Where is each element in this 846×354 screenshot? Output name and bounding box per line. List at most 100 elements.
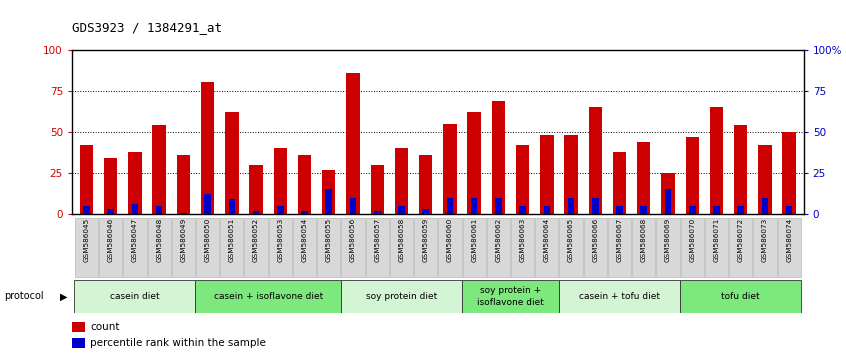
Bar: [589, 107, 602, 214]
Text: GSM586072: GSM586072: [738, 218, 744, 262]
Bar: [277, 206, 283, 214]
FancyBboxPatch shape: [656, 218, 679, 277]
Bar: [783, 132, 796, 214]
FancyBboxPatch shape: [220, 218, 244, 277]
Text: GSM586048: GSM586048: [157, 218, 162, 262]
Text: GSM586053: GSM586053: [277, 218, 283, 262]
Bar: [346, 73, 360, 214]
Text: GSM586073: GSM586073: [762, 218, 768, 262]
Bar: [298, 155, 311, 214]
Text: GSM586060: GSM586060: [447, 218, 453, 262]
FancyBboxPatch shape: [365, 218, 389, 277]
Bar: [107, 209, 114, 214]
FancyBboxPatch shape: [608, 218, 631, 277]
Bar: [447, 198, 453, 214]
Text: GSM586068: GSM586068: [640, 218, 647, 262]
FancyBboxPatch shape: [486, 218, 510, 277]
Text: GSM586051: GSM586051: [228, 218, 235, 262]
Bar: [374, 211, 381, 214]
FancyBboxPatch shape: [559, 280, 680, 313]
Text: GSM586063: GSM586063: [519, 218, 525, 262]
FancyBboxPatch shape: [463, 218, 486, 277]
Bar: [713, 206, 720, 214]
FancyBboxPatch shape: [536, 218, 558, 277]
Text: GSM586074: GSM586074: [786, 218, 792, 262]
Text: casein diet: casein diet: [110, 292, 160, 301]
Bar: [592, 198, 599, 214]
FancyBboxPatch shape: [705, 218, 728, 277]
Bar: [83, 206, 90, 214]
Bar: [613, 152, 626, 214]
Text: GSM586050: GSM586050: [205, 218, 211, 262]
Bar: [443, 124, 457, 214]
Bar: [104, 158, 118, 214]
Bar: [640, 206, 647, 214]
FancyBboxPatch shape: [317, 218, 340, 277]
Bar: [371, 165, 384, 214]
Bar: [637, 142, 651, 214]
Bar: [398, 206, 404, 214]
Text: GSM586059: GSM586059: [423, 218, 429, 262]
Text: GSM586061: GSM586061: [471, 218, 477, 262]
Text: protocol: protocol: [4, 291, 44, 302]
Bar: [419, 155, 432, 214]
Text: GSM586071: GSM586071: [713, 218, 719, 262]
Bar: [132, 204, 138, 214]
Text: casein + isoflavone diet: casein + isoflavone diet: [213, 292, 323, 301]
Text: count: count: [91, 322, 119, 332]
Bar: [471, 198, 477, 214]
Bar: [710, 107, 723, 214]
Text: GSM586062: GSM586062: [496, 218, 502, 262]
Bar: [322, 170, 335, 214]
FancyBboxPatch shape: [342, 218, 365, 277]
Bar: [492, 101, 505, 214]
Bar: [761, 198, 768, 214]
Bar: [250, 165, 263, 214]
Text: GSM586045: GSM586045: [84, 218, 90, 262]
Bar: [129, 152, 141, 214]
Bar: [180, 212, 187, 214]
FancyBboxPatch shape: [293, 218, 316, 277]
FancyBboxPatch shape: [559, 218, 583, 277]
Text: GSM586064: GSM586064: [544, 218, 550, 262]
FancyBboxPatch shape: [438, 218, 462, 277]
Bar: [225, 112, 239, 214]
Bar: [301, 211, 308, 214]
Bar: [80, 145, 93, 214]
Text: casein + tofu diet: casein + tofu diet: [579, 292, 660, 301]
Text: GSM586065: GSM586065: [568, 218, 574, 262]
Bar: [568, 198, 574, 214]
Bar: [495, 198, 502, 214]
Bar: [616, 206, 623, 214]
FancyBboxPatch shape: [584, 218, 607, 277]
Bar: [273, 148, 287, 214]
Bar: [326, 189, 332, 214]
FancyBboxPatch shape: [341, 280, 462, 313]
FancyBboxPatch shape: [680, 218, 704, 277]
FancyBboxPatch shape: [269, 218, 292, 277]
Text: soy protein +
isoflavone diet: soy protein + isoflavone diet: [477, 286, 544, 307]
Text: GSM586046: GSM586046: [107, 218, 113, 262]
FancyBboxPatch shape: [74, 280, 195, 313]
Text: ▶: ▶: [60, 291, 68, 302]
Bar: [468, 112, 481, 214]
Text: tofu diet: tofu diet: [722, 292, 760, 301]
Text: GSM586058: GSM586058: [398, 218, 404, 262]
Bar: [395, 148, 408, 214]
Bar: [72, 322, 85, 332]
FancyBboxPatch shape: [99, 218, 123, 277]
Text: GSM586049: GSM586049: [180, 218, 186, 262]
Bar: [734, 125, 747, 214]
Text: GSM586057: GSM586057: [374, 218, 380, 262]
FancyBboxPatch shape: [680, 280, 801, 313]
Bar: [738, 206, 744, 214]
Text: GSM586054: GSM586054: [301, 218, 308, 262]
FancyBboxPatch shape: [196, 218, 219, 277]
Bar: [543, 206, 550, 214]
FancyBboxPatch shape: [511, 218, 534, 277]
Text: GSM586067: GSM586067: [617, 218, 623, 262]
Bar: [204, 194, 211, 214]
FancyBboxPatch shape: [195, 280, 341, 313]
Text: GSM586056: GSM586056: [350, 218, 356, 262]
Text: GSM586047: GSM586047: [132, 218, 138, 262]
